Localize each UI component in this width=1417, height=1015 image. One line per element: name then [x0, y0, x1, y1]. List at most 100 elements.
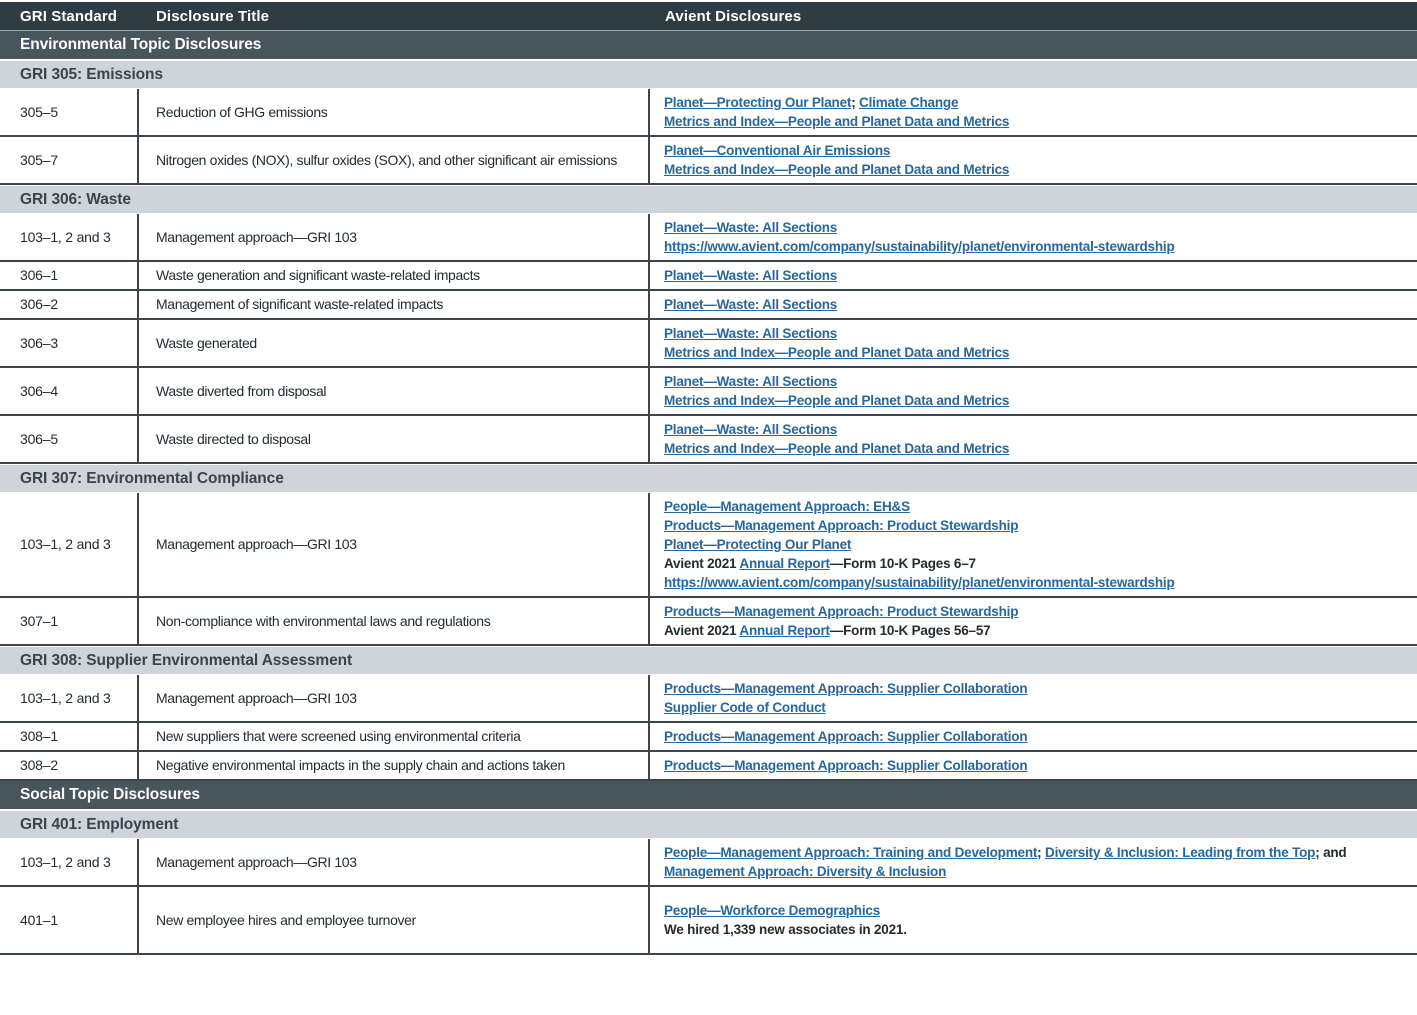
table-row: 305–7 Nitrogen oxides (NOX), sulfur oxide…	[0, 137, 1417, 185]
gri-standard-cell: 306–3	[0, 320, 139, 366]
subsection-header: GRI 305: Emissions	[0, 60, 1417, 89]
disclosure-link[interactable]: Planet—Conventional Air Emissions	[664, 143, 891, 158]
table-body: Environmental Topic Disclosures GRI 305: …	[0, 31, 1417, 955]
disclosure-title-cell: Waste generation and significant waste-r…	[139, 262, 650, 289]
disclosure-line: People—Management Approach: EH&S	[664, 497, 1405, 516]
disclosure-text: We hired 1,339 new associates in 2021.	[664, 922, 907, 937]
disclosure-line: Products—Management Approach: Supplier C…	[664, 727, 1405, 746]
disclosure-link[interactable]: Annual Report	[739, 556, 830, 571]
disclosure-line: We hired 1,339 new associates in 2021.	[664, 920, 1405, 939]
avient-disclosures-cell: People—Management Approach: EH&S Products…	[650, 493, 1417, 596]
disclosure-title-cell: New employee hires and employee turnover	[139, 887, 650, 953]
table-row: 305–5 Reduction of GHG emissions Planet—Pr…	[0, 89, 1417, 137]
disclosure-link[interactable]: People—Management Approach: Training and…	[664, 845, 1038, 860]
disclosure-line: Metrics and Index—People and Planet Data…	[664, 112, 1405, 131]
disclosure-line: Planet—Waste: All Sections	[664, 372, 1405, 391]
disclosure-link[interactable]: https://www.avient.com/company/sustainab…	[664, 575, 1175, 590]
table-row: 308–1 New suppliers that were screened us…	[0, 723, 1417, 752]
disclosure-link[interactable]: Metrics and Index—People and Planet Data…	[664, 162, 1010, 177]
disclosure-link[interactable]: People—Management Approach: EH&S	[664, 499, 910, 514]
disclosure-link[interactable]: Planet—Waste: All Sections	[664, 374, 838, 389]
avient-disclosures-cell: Planet—Waste: All Sections Metrics and In…	[650, 416, 1417, 462]
disclosure-title-cell: Waste diverted from disposal	[139, 368, 650, 414]
disclosure-title-cell: Waste generated	[139, 320, 650, 366]
disclosure-line: Planet—Protecting Our Planet; Climate Ch…	[664, 93, 1405, 112]
table-row: 306–1 Waste generation and significant wa…	[0, 262, 1417, 291]
disclosure-link[interactable]: https://www.avient.com/company/sustainab…	[664, 239, 1175, 254]
disclosure-title-cell: Management approach—GRI 103	[139, 493, 650, 596]
gri-standard-cell: 401–1	[0, 887, 139, 953]
disclosure-link[interactable]: Products—Management Approach: Product St…	[664, 518, 1019, 533]
disclosure-text: ;	[1037, 845, 1046, 860]
gri-standard-cell: 305–5	[0, 89, 139, 135]
disclosure-link[interactable]: Products—Management Approach: Product St…	[664, 604, 1019, 619]
disclosure-link[interactable]: Planet—Protecting Our Planet	[664, 95, 852, 110]
disclosure-link[interactable]: Climate Change	[859, 95, 959, 110]
disclosure-line: Avient 2021 Annual Report—Form 10-K Page…	[664, 621, 1405, 640]
gri-standard-cell: 103–1, 2 and 3	[0, 493, 139, 596]
topic-section-header: Environmental Topic Disclosures	[0, 31, 1417, 60]
disclosure-link[interactable]: Products—Management Approach: Supplier C…	[664, 729, 1028, 744]
gri-standard-group: GRI 401: Employment 103–1, 2 and 3 Managem…	[0, 810, 1417, 955]
disclosure-text: Avient 2021	[664, 556, 740, 571]
disclosure-title-cell: Negative environmental impacts in the su…	[139, 752, 650, 779]
disclosure-line: https://www.avient.com/company/sustainab…	[664, 237, 1405, 256]
topic-section-header: Social Topic Disclosures	[0, 781, 1417, 810]
column-header-gri-standard: GRI Standard	[20, 7, 118, 25]
disclosure-link[interactable]: Metrics and Index—People and Planet Data…	[664, 114, 1010, 129]
disclosure-link[interactable]: Products—Management Approach: Supplier C…	[664, 681, 1028, 696]
avient-disclosures-cell: Products—Management Approach: Supplier C…	[650, 723, 1417, 750]
disclosure-line: Planet—Waste: All Sections	[664, 218, 1405, 237]
disclosure-line: Metrics and Index—People and Planet Data…	[664, 439, 1405, 458]
disclosure-line: Metrics and Index—People and Planet Data…	[664, 160, 1405, 179]
disclosure-link[interactable]: Planet—Waste: All Sections	[664, 220, 838, 235]
disclosure-link[interactable]: Management Approach: Diversity & Inclusi…	[664, 864, 947, 879]
column-header-disclosure-title: Disclosure Title	[156, 7, 270, 25]
disclosure-line: Planet—Protecting Our Planet	[664, 535, 1405, 554]
disclosure-line: Planet—Waste: All Sections	[664, 420, 1405, 439]
gri-standard-cell: 307–1	[0, 598, 139, 644]
gri-standard-cell: 103–1, 2 and 3	[0, 214, 139, 260]
disclosure-title-cell: Management approach—GRI 103	[139, 675, 650, 721]
disclosure-text: —Form 10-K Pages 6–7	[829, 556, 976, 571]
disclosure-link[interactable]: Annual Report	[739, 623, 830, 638]
table-row: 103–1, 2 and 3 Management approach—GRI 10…	[0, 214, 1417, 262]
avient-disclosures-cell: Planet—Waste: All Sections Metrics and In…	[650, 320, 1417, 366]
disclosure-line: Products—Management Approach: Product St…	[664, 602, 1405, 621]
table-row: 306–4 Waste diverted from disposal Planet—…	[0, 368, 1417, 416]
table-row: 401–1 New employee hires and employee tur…	[0, 887, 1417, 955]
disclosure-link[interactable]: Supplier Code of Conduct	[664, 700, 826, 715]
disclosure-title-cell: Nitrogen oxides (NOX), sulfur oxides (SO…	[139, 137, 650, 183]
gri-standard-cell: 306–5	[0, 416, 139, 462]
disclosure-link[interactable]: Metrics and Index—People and Planet Data…	[664, 345, 1010, 360]
disclosure-line: Avient 2021 Annual Report—Form 10-K Page…	[664, 554, 1405, 573]
disclosure-link[interactable]: Planet—Protecting Our Planet	[664, 537, 852, 552]
disclosure-link[interactable]: Planet—Waste: All Sections	[664, 268, 838, 283]
disclosure-link[interactable]: Planet—Waste: All Sections	[664, 297, 838, 312]
gri-standard-cell: 308–2	[0, 752, 139, 779]
disclosure-link[interactable]: Products—Management Approach: Supplier C…	[664, 758, 1028, 773]
disclosure-line: Planet—Waste: All Sections	[664, 295, 1405, 314]
avient-disclosures-cell: People—Management Approach: Training and…	[650, 839, 1417, 885]
disclosure-link[interactable]: Metrics and Index—People and Planet Data…	[664, 441, 1010, 456]
avient-disclosures-cell: People—Workforce Demographics We hired 1,…	[650, 887, 1417, 953]
avient-disclosures-cell: Planet—Waste: All Sections https://www.av…	[650, 214, 1417, 260]
disclosure-title-cell: Non-compliance with environmental laws a…	[139, 598, 650, 644]
table-row: 306–5 Waste directed to disposal Planet—Wa…	[0, 416, 1417, 464]
disclosure-line: Planet—Waste: All Sections	[664, 266, 1405, 285]
gri-standard-cell: 306–1	[0, 262, 139, 289]
subsection-header: GRI 306: Waste	[0, 185, 1417, 214]
subsection-header: GRI 307: Environmental Compliance	[0, 464, 1417, 493]
disclosure-link[interactable]: People—Workforce Demographics	[664, 903, 881, 918]
table-row: 103–1, 2 and 3 Management approach—GRI 10…	[0, 675, 1417, 723]
disclosure-title-cell: Reduction of GHG emissions	[139, 89, 650, 135]
disclosure-link[interactable]: Planet—Waste: All Sections	[664, 422, 838, 437]
gri-standard-cell: 306–4	[0, 368, 139, 414]
disclosure-link[interactable]: Diversity & Inclusion: Leading from the …	[1045, 845, 1316, 860]
disclosure-line: Products—Management Approach: Supplier C…	[664, 756, 1405, 775]
disclosure-text: ;	[851, 95, 860, 110]
disclosure-line: Metrics and Index—People and Planet Data…	[664, 343, 1405, 362]
disclosure-link[interactable]: Planet—Waste: All Sections	[664, 326, 838, 341]
gri-standard-cell: 103–1, 2 and 3	[0, 839, 139, 885]
disclosure-link[interactable]: Metrics and Index—People and Planet Data…	[664, 393, 1010, 408]
